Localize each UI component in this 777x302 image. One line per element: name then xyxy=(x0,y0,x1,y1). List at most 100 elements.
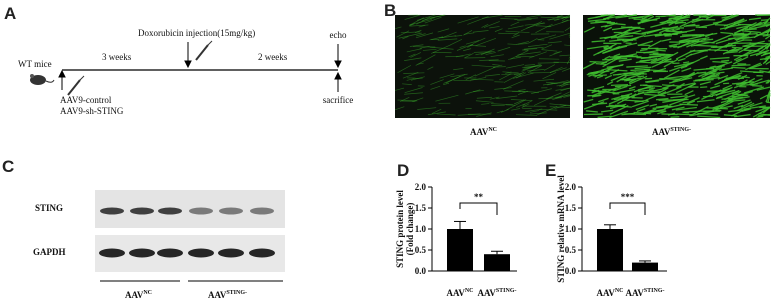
band xyxy=(99,248,125,258)
fiber xyxy=(510,50,529,60)
fiber xyxy=(465,89,481,95)
fiber xyxy=(540,16,560,19)
fiber xyxy=(633,85,652,93)
bar xyxy=(632,262,658,271)
fiber xyxy=(417,62,424,65)
label-sup: STING- xyxy=(496,288,517,294)
fiber xyxy=(414,29,422,33)
fiber xyxy=(600,58,613,65)
fiber xyxy=(600,24,608,28)
fiber xyxy=(732,81,754,85)
fiber xyxy=(533,78,555,82)
fiber xyxy=(592,74,607,77)
fiber xyxy=(400,31,421,34)
fiber xyxy=(726,99,746,103)
fiber xyxy=(459,45,466,48)
fiber xyxy=(512,72,534,79)
fiber xyxy=(614,84,632,88)
fiber xyxy=(445,75,461,84)
fiber xyxy=(489,26,500,29)
fiber xyxy=(510,21,520,26)
fiber xyxy=(427,66,434,70)
fiber xyxy=(654,67,667,73)
fiber xyxy=(638,91,661,95)
fiber xyxy=(418,24,426,28)
fiber xyxy=(719,100,734,109)
fiber xyxy=(436,113,456,116)
fiber xyxy=(535,23,553,33)
fiber xyxy=(612,85,628,92)
y-tick-label: 0.5 xyxy=(415,245,427,255)
fiber xyxy=(733,104,744,110)
group: AAV9-sh-STING xyxy=(60,106,124,116)
group: AAV9-control xyxy=(60,95,112,105)
fiber xyxy=(671,106,685,111)
fiber xyxy=(610,83,629,86)
band xyxy=(250,207,274,215)
fiber xyxy=(443,74,466,84)
band xyxy=(218,248,244,258)
fiber xyxy=(682,39,700,47)
fiber xyxy=(748,77,756,83)
fiber xyxy=(593,85,605,91)
fiber xyxy=(522,63,542,71)
fiber xyxy=(552,93,570,101)
y-axis-label: STING protein level xyxy=(395,190,405,268)
fiber xyxy=(605,105,625,108)
fiber xyxy=(485,52,496,55)
y-tick-label: 1.0 xyxy=(415,224,427,234)
fiber xyxy=(688,97,700,103)
fiber xyxy=(686,100,696,105)
fiber xyxy=(398,32,422,39)
y-tick-label: 0.0 xyxy=(565,266,577,276)
fiber xyxy=(562,68,571,72)
fiber xyxy=(453,68,464,71)
fiber xyxy=(674,14,684,19)
fiber xyxy=(568,56,571,59)
fiber xyxy=(430,79,444,85)
fiber xyxy=(520,21,543,32)
fiber xyxy=(473,51,492,53)
fiber xyxy=(526,22,545,29)
fiber xyxy=(728,42,752,45)
fiber xyxy=(741,76,750,79)
fiber xyxy=(765,29,771,34)
fiber xyxy=(456,43,474,51)
fiber xyxy=(690,42,710,47)
fiber xyxy=(490,54,504,57)
fiber xyxy=(528,38,538,44)
fiber xyxy=(435,94,459,102)
fiber xyxy=(561,14,571,20)
fiber xyxy=(480,48,495,56)
fiber xyxy=(498,32,518,35)
fiber xyxy=(515,114,537,116)
fiber xyxy=(687,82,697,88)
fiber xyxy=(437,28,450,33)
fiber xyxy=(681,67,692,73)
fiber xyxy=(743,105,766,110)
fiber xyxy=(482,14,503,19)
fiber xyxy=(523,65,542,69)
fiber xyxy=(587,69,605,75)
fiber xyxy=(663,69,680,79)
fiber xyxy=(679,82,696,87)
fiber xyxy=(494,87,512,90)
fiber xyxy=(483,21,500,28)
fiber xyxy=(422,17,435,21)
fiber xyxy=(711,89,736,97)
fiber xyxy=(522,64,541,68)
fiber xyxy=(500,108,509,113)
fiber xyxy=(669,45,678,48)
fiber xyxy=(549,32,571,40)
fiber xyxy=(484,74,501,77)
fiber xyxy=(731,64,751,67)
fiber xyxy=(474,66,496,77)
fiber xyxy=(473,90,484,92)
fiber xyxy=(612,73,622,76)
fiber xyxy=(612,88,635,95)
fiber xyxy=(493,66,506,68)
fiber xyxy=(522,100,533,106)
fiber xyxy=(524,22,546,26)
fiber xyxy=(736,21,757,33)
fiber xyxy=(513,32,520,37)
